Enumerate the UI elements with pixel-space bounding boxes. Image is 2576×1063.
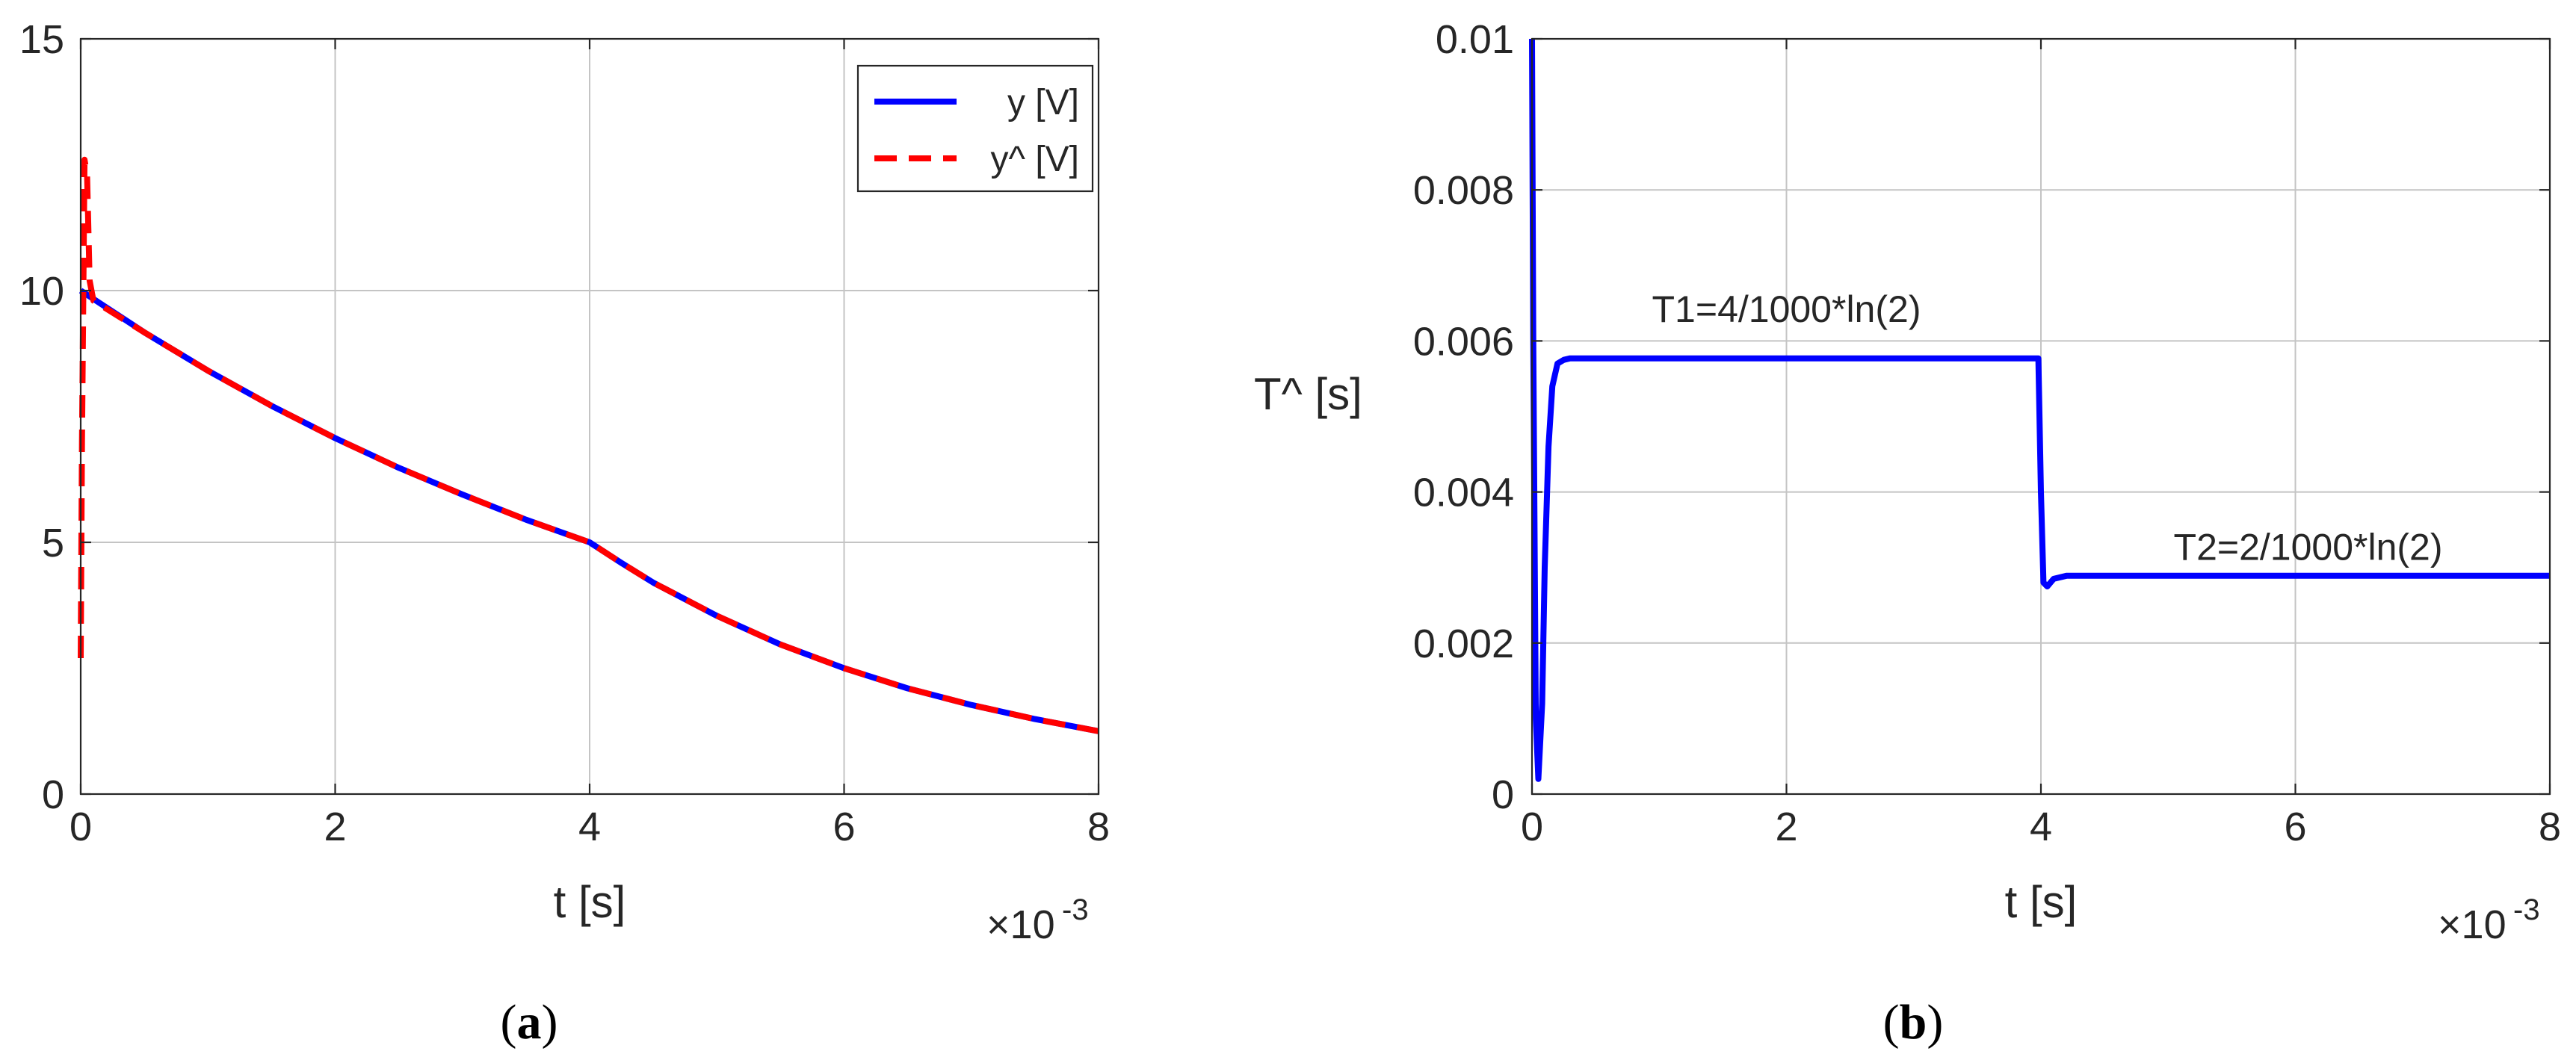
y-tick-label: 15 xyxy=(19,17,64,62)
x-tick-label: 8 xyxy=(2539,805,2561,849)
x-tick-label: 4 xyxy=(2030,805,2052,849)
x-tick-label: 0 xyxy=(1521,805,1543,849)
caption-close-paren: ) xyxy=(1927,995,1943,1050)
x-exponent-power: -3 xyxy=(2513,893,2540,926)
y-tick-label: 0.01 xyxy=(1436,17,1514,62)
y-tick-label: 0.004 xyxy=(1413,471,1514,515)
panel-caption: (a) xyxy=(501,995,558,1050)
x-tick-label: 4 xyxy=(578,805,601,849)
y-tick-label: 5 xyxy=(42,521,64,565)
legend: y [V] y^ [V] xyxy=(856,64,1094,193)
x-tick-label: 6 xyxy=(2284,805,2306,849)
series-line-1 xyxy=(1529,38,2550,782)
x-exponent-base: ×10 xyxy=(986,902,1055,947)
y-axis-label: T^ [s] xyxy=(1254,369,1362,419)
y-tick-label: 0 xyxy=(42,772,64,817)
panel-b-chart: 0 2 4 6 8 0 0.002 0.004 0.006 0.008 0.01 t [s] ×10 -3… xyxy=(1254,17,2561,1050)
legend-label-1: y [V] xyxy=(1007,83,1079,123)
y-tick-label: 0.008 xyxy=(1413,168,1514,213)
caption-open-paren: ( xyxy=(501,995,517,1050)
x-tick-label: 2 xyxy=(1775,805,1797,849)
legend-box xyxy=(856,64,1094,193)
panel-a-chart: 0 2 4 6 8 0 5 10 15 t [s] ×10 -3 y [V] y^ [V] (a) xyxy=(19,17,1110,1050)
x-exponent-base: ×10 xyxy=(2438,902,2506,947)
x-tick-label: 6 xyxy=(833,805,855,849)
x-axis-label: t [s] xyxy=(554,877,626,927)
caption-open-paren: ( xyxy=(1883,995,1900,1050)
y-tick-label: 0.006 xyxy=(1413,319,1514,364)
x-tick-label: 2 xyxy=(324,805,346,849)
caption-letter: a xyxy=(517,995,542,1050)
annotation-2: T2=2/1000*ln(2) xyxy=(2174,527,2443,568)
caption-close-paren: ) xyxy=(542,995,558,1050)
legend-label-2: y^ [V] xyxy=(990,140,1079,179)
x-exponent-power: -3 xyxy=(1062,893,1089,926)
annotation-1: T1=4/1000*ln(2) xyxy=(1652,288,1921,330)
series-line-2 xyxy=(78,156,1099,734)
y-tick-label: 0 xyxy=(1492,772,1514,817)
y-tick-label: 0.002 xyxy=(1413,622,1514,666)
caption-letter: b xyxy=(1900,995,1927,1050)
x-tick-label: 8 xyxy=(1087,805,1110,849)
panel-caption: (b) xyxy=(1883,995,1944,1050)
y-tick-label: 10 xyxy=(19,269,64,314)
x-axis-label: t [s] xyxy=(2005,877,2078,927)
x-tick-label: 0 xyxy=(70,805,92,849)
